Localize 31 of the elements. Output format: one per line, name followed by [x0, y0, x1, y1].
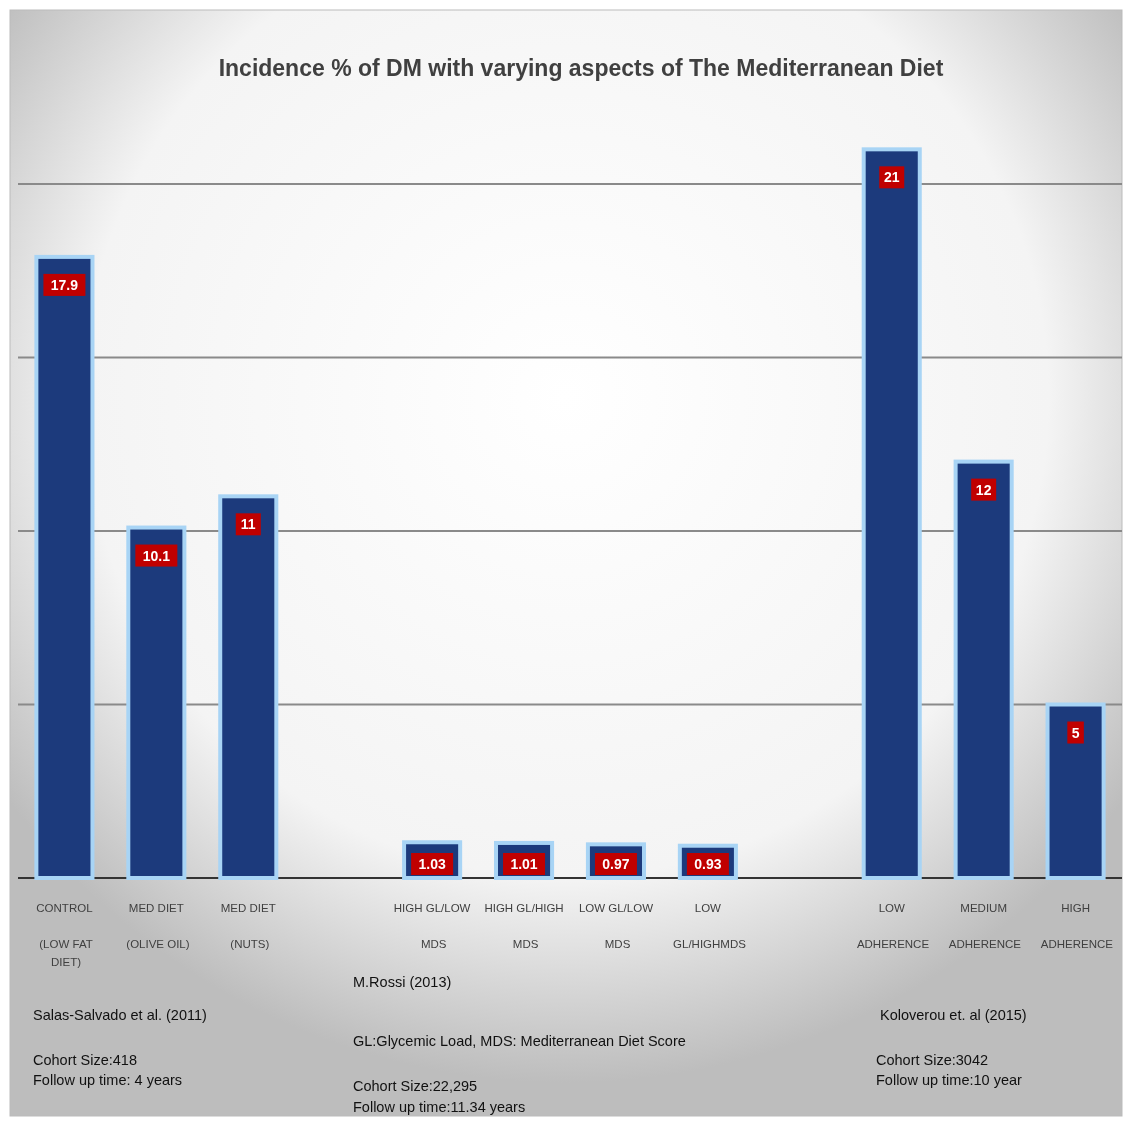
text: Follow up time:10 year	[876, 1072, 1023, 1088]
data-label: 5	[1071, 724, 1080, 741]
text: Follow up time:11.34 years	[353, 1099, 526, 1115]
category-label: HIGH ADHERENCE	[1040, 902, 1113, 950]
text: GL:Glycemic Load, MDS: Mediterranean Diet Score	[353, 1033, 686, 1049]
category-label: LOW GL/HIGHMDS	[673, 902, 746, 950]
data-label: 0.97	[602, 856, 630, 872]
text: Salas-Salvado et al. (2011)	[33, 1007, 207, 1023]
category-label: LOW GL/LOW MDS	[578, 902, 654, 950]
data-label: 12	[975, 481, 992, 498]
chart-title: Incidence % of DM with varying aspects of The Mediterranean Diet	[218, 55, 944, 81]
category-label: HIGH GL/LOW MDS	[393, 902, 471, 950]
category-label: LOW ADHERENCE	[856, 902, 930, 950]
category-label: MED DIET (OLIVE OIL)	[126, 902, 190, 950]
data-label: 1.01	[510, 856, 538, 872]
data-label: 1.03	[418, 856, 446, 872]
text: Follow up time: 4 years	[33, 1072, 183, 1088]
text: Koloverou et. al (2015)	[880, 1007, 1027, 1023]
category-label: MEDIUM ADHERENCE	[948, 902, 1022, 950]
text: Cohort Size:3042	[876, 1052, 989, 1068]
data-label: 10.1	[142, 547, 171, 564]
text: Cohort Size:418	[33, 1052, 137, 1068]
category-label: MED DIET (NUTS)	[220, 902, 276, 950]
data-label: 21	[883, 169, 900, 186]
data-label: 0.93	[694, 856, 722, 872]
data-label: 17.9	[50, 276, 79, 293]
category-label: HIGH GL/HIGH MDS	[484, 902, 564, 950]
category-label: CONTROL (LOW FAT DIET)	[36, 902, 93, 968]
text: Cohort Size:22,295	[353, 1078, 478, 1094]
data-label: 11	[240, 516, 256, 533]
text: M.Rossi (2013)	[353, 974, 452, 990]
